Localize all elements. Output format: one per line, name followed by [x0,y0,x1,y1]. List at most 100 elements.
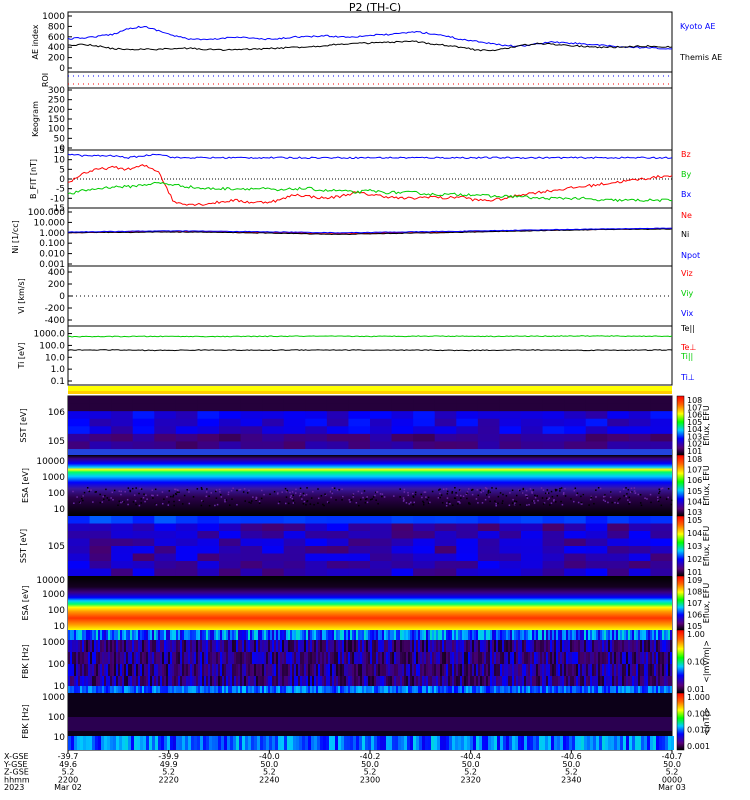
fbk-e-stripe [84,652,86,664]
sst-ion-cell [456,426,479,435]
sst-ion-cell [219,403,242,412]
sst-electron-cell [391,546,414,554]
fbk-e-stripe [566,630,568,640]
sst-electron-cell [326,546,349,554]
fbk-e-stripe [96,664,98,676]
fbk-b-stripe [248,736,251,750]
fbk-e-stripe [286,630,288,640]
fbk-e-stripe [474,630,476,640]
esa-ion-speckle [352,496,355,498]
fbk-b-stripe [452,736,455,750]
fbk-e-stripe [536,652,538,664]
xaxis-tick-x: -40.6 [561,752,582,761]
sst-electron-colorbar-tick: 104 [687,529,702,538]
fbk-e-stripe [546,652,548,664]
fbk-e-stripe [528,640,530,652]
sst-electron-cell [585,568,608,577]
fbk-e-stripe [544,630,546,640]
fbk-e-stripe [144,652,146,664]
fbk-b-stripe [245,736,248,750]
fbk-e-stripe [222,652,224,664]
esa-ion-speckle [446,490,449,493]
esa-ion-speckle [81,497,83,500]
esa-ion-speckle [644,497,646,499]
fbk-e-stripe [548,686,550,693]
sst-ion-cell [585,418,608,427]
fbk-e-stripe [266,676,268,686]
fbk-e-stripe [428,676,430,686]
fbk-e-stripe [170,630,172,640]
fbk-e-stripe [98,640,100,652]
fbk-e-stripe [534,630,536,640]
esa-ion-speckle [290,495,293,497]
fbk-e-stripe [284,652,286,664]
fbk-e-stripe [194,652,196,664]
sst-electron-cell [628,568,651,577]
fbk-b-stripe [548,736,551,750]
sst-ion-colorbar-tick: 103 [687,432,702,441]
esa-ion-speckle [531,492,533,494]
esa-ion-speckle [462,495,465,497]
fbk-e-stripe [588,686,590,693]
fbk-e-stripe [550,664,552,676]
esa-ion-speckle [577,501,580,504]
fbk-e-stripe [176,676,178,686]
fbk-e-stripe [374,676,376,686]
fbk-e-stripe [134,676,136,686]
fbk-e-stripe [472,652,474,664]
fbk-e-stripe [68,640,70,652]
sst-ion-colorbar-tick: 101 [687,447,702,456]
fbk-e-stripe [146,664,148,676]
fbk-e-stripe [556,630,558,640]
fbk-e-stripe [670,652,672,664]
fbk-e-stripe [670,630,672,640]
fbk-e-stripe [418,664,420,676]
sst-electron-cell [219,546,242,554]
fbk-e-stripe [486,676,488,686]
fbk-e-stripe [518,664,520,676]
fbk-e-stripe [652,676,654,686]
fbk-e-stripe [76,640,78,652]
fbk-b-stripe [554,736,557,750]
sst-ion-cell [219,418,242,427]
fbk-e-stripe [534,640,536,652]
esa-ion-speckle [341,488,343,491]
fbk-b-stripe [329,736,332,750]
fbk-b-stripe [398,736,401,750]
fbk-e-stripe [506,640,508,652]
fbk-e-stripe [350,686,352,693]
sst-ion-cell [219,411,242,420]
fbk-e-stripe [502,686,504,693]
fbk-e-stripe [318,676,320,686]
fbk-e-stripe [224,652,226,664]
fbk-b-stripe [119,736,122,750]
fbk-e-stripe [342,652,344,664]
fbk-b-stripe [641,736,644,750]
fbk-e-stripe [238,640,240,652]
fbk-e-stripe [220,640,222,652]
fbk-e-stripe [72,664,74,676]
fbk-e-stripe [254,676,256,686]
bfgm-ytick-label: 5 [59,165,65,175]
fbk-e-stripe [448,686,450,693]
fbk-e-stripe [304,686,306,693]
fbk-b-stripe [287,736,290,750]
esa-ion-speckle [488,489,490,492]
esa-ion-speckle [317,502,319,504]
fbk-e-stripe [422,676,424,686]
fbk-e-stripe [162,686,164,693]
fbk-e-stripe [154,686,156,693]
sst-ion-cell [391,433,414,442]
sst-ion-cell [456,433,479,442]
fbk-e-stripe [206,664,208,676]
fbk-e-stripe [254,664,256,676]
fbk-e-stripe [304,664,306,676]
fbk-e-stripe [118,630,120,640]
fbk-e-stripe [146,676,148,686]
fbk-e-stripe [276,686,278,693]
sst-electron-cell [413,561,436,569]
fbk-e-stripe [370,676,372,686]
fbk-e-stripe [250,640,252,652]
fbk-e-stripe [120,664,122,676]
